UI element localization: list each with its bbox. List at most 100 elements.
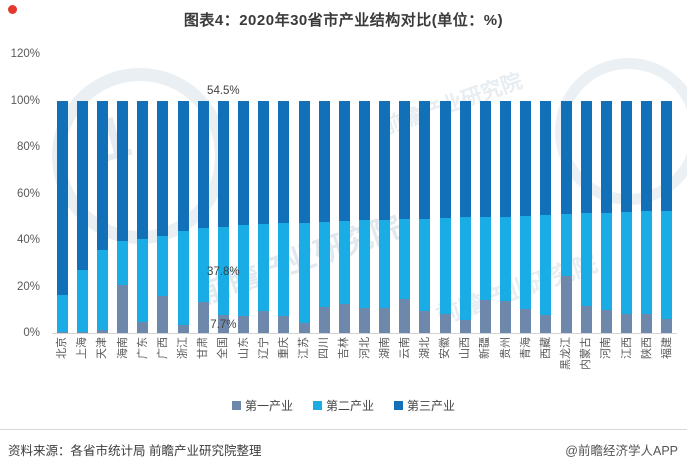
x-axis-label: 四川	[318, 337, 331, 359]
x-axis-label: 河南	[600, 337, 613, 359]
y-tick-label: 80%	[16, 141, 40, 153]
x-axis-label: 湖南	[378, 337, 391, 359]
legend-label: 第三产业	[407, 399, 456, 413]
bar-segment-第三产业	[459, 100, 471, 218]
bar-segment-第一产业	[600, 309, 612, 333]
data-label: 54.5%	[207, 84, 240, 97]
x-axis-label: 云南	[398, 337, 411, 359]
legend-label: 第一产业	[244, 399, 293, 413]
bar-segment-第三产业	[318, 100, 330, 223]
bar-segment-第一产业	[580, 306, 592, 333]
bar-segment-第三产业	[278, 100, 290, 224]
bar-segment-第三产业	[96, 100, 108, 251]
legend-swatch-icon	[394, 401, 403, 410]
bar-segment-第二产业	[459, 217, 471, 321]
legend-label: 第二产业	[325, 399, 374, 413]
bar-segment-第二产业	[419, 218, 431, 312]
bar-segment-第三产业	[157, 100, 169, 237]
bar-segment-第一产业	[298, 322, 310, 333]
y-axis: 0% 20% 40% 60% 80% 100% 120%	[0, 48, 40, 339]
bar-segment-第三产业	[56, 100, 68, 296]
x-axis-label: 河北	[358, 337, 371, 359]
bar-segment-第二产业	[137, 239, 149, 323]
legend-swatch-icon	[312, 401, 322, 410]
bar-segment-第一产业	[419, 311, 431, 333]
bar-segment-第二产业	[197, 228, 209, 303]
bar-segment-第一产业	[258, 311, 270, 333]
bar-segment-第一产业	[479, 300, 491, 333]
bar-segment-第三产业	[560, 100, 572, 214]
x-axis-label: 内蒙古	[580, 337, 593, 370]
red-dot-icon	[8, 5, 17, 14]
bar-segment-第二产业	[318, 222, 330, 307]
bar-segment-第一产业	[459, 320, 471, 333]
x-axis-label: 广西	[156, 337, 169, 359]
bar-segment-第三产业	[661, 100, 673, 211]
bar-segment-第三产业	[217, 100, 229, 228]
bar-segment-第一产业	[318, 306, 330, 333]
x-axis-label: 安徽	[439, 337, 452, 359]
bar-segment-第三产业	[500, 100, 512, 217]
bar-segment-第二产业	[177, 231, 189, 326]
x-axis-label: 西藏	[539, 337, 552, 359]
bar-segment-第二产业	[621, 211, 633, 314]
bar-segment-第二产业	[540, 215, 552, 315]
bar-segment-第一产业	[621, 313, 633, 333]
x-axis-label: 海南	[116, 337, 129, 359]
bar-segment-第一产业	[540, 314, 552, 333]
x-axis-label: 天津	[96, 337, 109, 359]
x-axis-label: 吉林	[338, 337, 351, 359]
bar-segment-第二产业	[278, 223, 290, 317]
bar-segment-第一产业	[439, 314, 451, 333]
bar-segment-第二产业	[641, 210, 653, 314]
x-axis-label: 江苏	[298, 337, 311, 359]
bar-segment-第二产业	[560, 213, 572, 277]
bar-segment-第一产业	[641, 313, 653, 333]
bar-segment-第一产业	[278, 316, 290, 333]
x-axis-label: 山西	[459, 337, 472, 359]
bar-segment-第二产业	[359, 220, 370, 308]
bar-segment-第一产业	[117, 285, 129, 333]
bar-segment-第二产业	[600, 212, 612, 310]
bar-segment-第一产业	[379, 308, 391, 333]
bar-segment-第二产业	[76, 270, 88, 333]
bar-segment-第二产业	[379, 220, 391, 309]
bar-segment-第三产业	[177, 100, 189, 232]
bar-segment-第二产业	[96, 250, 108, 330]
bar-segment-第二产业	[238, 225, 250, 317]
bar-segment-第一产业	[96, 329, 108, 333]
bar-segment-第二产业	[258, 223, 270, 312]
x-axis-label: 江西	[620, 337, 633, 359]
bar-segment-第二产业	[117, 240, 129, 286]
bar-segment-第三产业	[298, 100, 310, 223]
bar-segment-第三产业	[238, 100, 250, 226]
x-axis-label: 广东	[136, 337, 149, 359]
credit-note: @前瞻经济学人APP	[565, 444, 678, 458]
bar-segment-第三产业	[359, 100, 370, 221]
bar-segment-第三产业	[439, 100, 451, 219]
bar-segment-第二产业	[520, 216, 532, 310]
footer-divider	[0, 429, 687, 430]
x-axis-label: 湖北	[418, 337, 431, 359]
bar-segment-第二产业	[439, 218, 451, 315]
data-label: 37.8%	[207, 266, 240, 279]
bar-segment-第一产业	[157, 295, 169, 333]
x-axis-label: 重庆	[277, 337, 290, 359]
bar-segment-第三产业	[540, 100, 552, 216]
bar-segment-第一产业	[56, 332, 68, 333]
bar-segment-第二产业	[500, 216, 512, 302]
legend-item: 第三产业	[394, 397, 455, 414]
y-tick-label: 60%	[16, 187, 40, 200]
bar-segment-第一产业	[217, 315, 229, 333]
y-tick-label: 120%	[10, 48, 40, 60]
chart-title: 图表4：2020年30省市产业结构对比(单位：%)	[183, 12, 504, 29]
x-axis-label: 新疆	[479, 337, 492, 359]
y-tick-label: 0%	[23, 327, 40, 339]
x-axis-label: 福建	[660, 337, 673, 359]
x-axis-label: 山东	[237, 337, 250, 359]
x-axis-label: 陕西	[640, 337, 653, 359]
bar-segment-第二产业	[661, 210, 673, 319]
x-axis-label: 黑龙江	[560, 337, 573, 370]
legend-item: 第一产业	[231, 397, 293, 414]
bar-segment-第二产业	[338, 221, 350, 304]
